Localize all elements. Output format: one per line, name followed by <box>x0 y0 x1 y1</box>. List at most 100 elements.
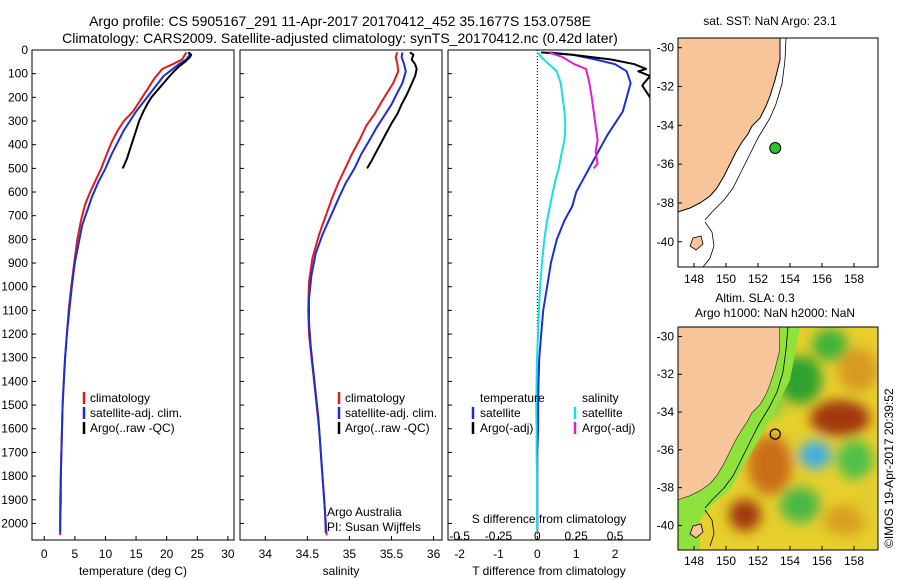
depth-tick-label: 1100 <box>2 303 28 317</box>
sst-shelf-contour <box>704 38 787 221</box>
series-line-salinity-satellite <box>535 51 567 531</box>
lon-tick-label: 156 <box>812 554 832 568</box>
temperature-legend: climatology satellite-adj. clim. Argo(..… <box>82 391 182 435</box>
difference-panel-frame <box>447 49 651 541</box>
lat-tick-label: -34 <box>657 405 675 419</box>
lat-tick-label: -36 <box>657 157 675 171</box>
series-line-temperature-argo-adj- <box>541 51 650 102</box>
lat-tick-label: -32 <box>657 367 675 381</box>
legend-label-climatology: climatology <box>90 391 150 405</box>
s-diff-tick-label: -0.5 <box>449 529 470 543</box>
legend-label-climatology: climatology <box>345 391 405 405</box>
x-tick-label: 20 <box>160 547 174 561</box>
legend-label-argo: Argo(..raw -QC) <box>90 421 175 435</box>
t-difference-axis-label: T difference from climatology <box>472 564 626 578</box>
sla-patch <box>837 440 873 480</box>
depth-tick-label: 300 <box>8 114 28 128</box>
x-tick-label: 0 <box>41 547 48 561</box>
series-line-satellite-adj-clim- <box>59 51 191 533</box>
depth-tick-label: 1500 <box>1 398 28 412</box>
lon-tick-label: 152 <box>748 272 768 286</box>
lon-tick-label: 150 <box>716 554 736 568</box>
sla-shelf-contour <box>704 327 789 509</box>
depth-tick-label: 1300 <box>1 351 28 365</box>
depth-tick-label: 600 <box>8 185 28 199</box>
x-tick-label: -2 <box>454 547 465 561</box>
x-tick-label: -1 <box>493 547 504 561</box>
x-tick-label: 34 <box>259 547 273 561</box>
depth-tick-label: 1200 <box>1 327 28 341</box>
lat-tick-label: -40 <box>657 235 675 249</box>
argo-australia-annotation: Argo Australia <box>327 505 402 519</box>
series-line-argo-raw-qc- <box>366 51 418 169</box>
s-difference-tick-labels: -0.5-0.2500.250.5 <box>449 529 623 543</box>
sla-patch <box>799 441 831 469</box>
s-difference-axis-label: S difference from climatology <box>472 512 627 526</box>
lon-tick-label: 148 <box>684 272 704 286</box>
x-tick-label: 0 <box>534 547 541 561</box>
depth-tick-label: 1900 <box>1 493 28 507</box>
legend-label-temperature-satellite: satellite <box>480 406 521 420</box>
lon-tick-label: 152 <box>748 554 768 568</box>
x-tick-label: 36 <box>427 547 441 561</box>
legend-label-satellite-adj: satellite-adj. clim. <box>90 406 182 420</box>
legend-label-satellite-adj: satellite-adj. clim. <box>345 406 437 420</box>
s-diff-tick-label: 0.5 <box>607 529 624 543</box>
sla-patch <box>729 499 761 531</box>
lat-tick-label: -30 <box>657 329 675 343</box>
legend-label-salinity-argo: Argo(-adj) <box>582 421 635 435</box>
series-line-argo-raw-qc- <box>121 51 193 169</box>
lon-tick-label: 156 <box>812 272 832 286</box>
x-tick-label: 25 <box>191 547 205 561</box>
sla-patch <box>812 329 848 361</box>
lon-tick-label: 154 <box>780 272 800 286</box>
salinity-panel-frame <box>239 49 443 541</box>
temperature-axis-label: temperature (deg C) <box>79 564 187 578</box>
sla-tasmania-coast <box>704 509 715 547</box>
series-line-temperature-satellite <box>536 51 632 531</box>
s-diff-tick-label: 0.25 <box>565 529 589 543</box>
sst-lat-tick-labels: -30 -32 -34 -36 -38 -40 <box>657 41 682 249</box>
lat-tick-label: -36 <box>657 443 675 457</box>
series-line-climatology <box>59 51 188 536</box>
legend-title-salinity: salinity <box>582 391 619 405</box>
temperature-series-group <box>59 51 193 536</box>
s-diff-tick-label: -0.25 <box>485 529 513 543</box>
figure-title-line2: Climatology: CARS2009. Satellite-adjuste… <box>62 30 618 46</box>
sla-lon-tick-labels: 148 150 152 154 156 158 <box>684 546 864 568</box>
sla-patch <box>838 348 878 392</box>
sla-coastal-band <box>678 327 800 550</box>
sst-island <box>689 235 704 251</box>
legend-label-argo: Argo(..raw -QC) <box>345 421 430 435</box>
sla-patch <box>810 400 870 436</box>
lon-tick-label: 150 <box>716 272 736 286</box>
difference-series-group <box>535 51 650 531</box>
depth-tick-label: 0 <box>21 43 28 57</box>
figure-title-line1: Argo profile: CS 5905167_291 11-Apr-2017… <box>89 13 591 29</box>
depth-tick-label: 2000 <box>1 516 28 530</box>
depth-tick-label: 800 <box>8 232 28 246</box>
depth-tick-label: 100 <box>8 67 28 81</box>
sla-map-title-line2: Argo h1000: NaN h2000: NaN <box>695 306 855 320</box>
lat-tick-label: -40 <box>657 518 675 532</box>
x-tick-label: 1 <box>573 547 580 561</box>
sla-map <box>678 327 878 550</box>
sla-map-title-line1: Altim. SLA: 0.3 <box>715 291 795 305</box>
lat-tick-label: -32 <box>657 80 675 94</box>
sla-anomaly-field <box>729 329 878 536</box>
depth-tick-label: 700 <box>8 209 28 223</box>
depth-tick-label: 1600 <box>1 422 28 436</box>
lon-tick-label: 148 <box>684 554 704 568</box>
pi-annotation: PI: Susan Wijffels <box>327 520 421 534</box>
temperature-panel-frame <box>31 49 235 541</box>
lat-tick-label: -34 <box>657 118 675 132</box>
salinity-series-group <box>307 51 418 536</box>
sst-map-title: sat. SST: NaN Argo: 23.1 <box>703 14 837 28</box>
sla-patch <box>823 504 867 536</box>
depth-tick-label: 500 <box>8 161 28 175</box>
depth-tick-label: 1800 <box>1 469 28 483</box>
depth-tick-label: 900 <box>8 256 28 270</box>
x-tick-label: 34.5 <box>296 547 320 561</box>
depth-tick-labels: 0 100 200 300 400 500 600 700 800 900 1000 1100 1200… <box>1 43 452 530</box>
x-tick-label: 10 <box>99 547 113 561</box>
